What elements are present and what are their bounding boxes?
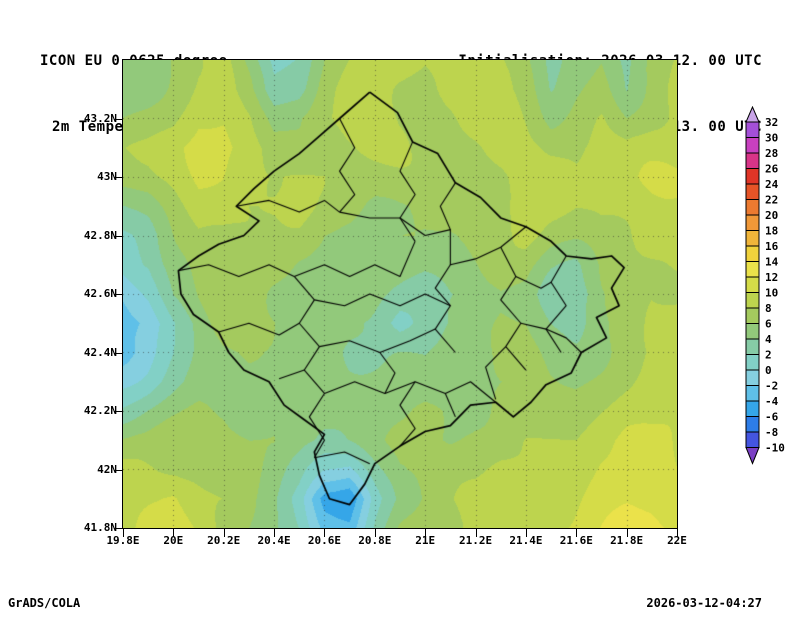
colorbar-level-label: 30 [765, 132, 778, 145]
lon-tick-mark [525, 529, 527, 537]
lon-tick-label: 20.4E [257, 534, 291, 547]
lat-tick-mark [114, 469, 122, 471]
lat-tick-mark [114, 294, 122, 295]
lon-tick-label: 22E [667, 534, 687, 547]
colorbar-level-label: 14 [765, 256, 779, 269]
colorbar-level-label: -6 [765, 411, 779, 424]
colorbar-level-label: 2 [765, 349, 772, 362]
lon-tick-label: 21E [415, 534, 436, 547]
lon-tick-mark [324, 529, 326, 537]
colorbar-level-label: 10 [765, 287, 778, 300]
temperature-field-canvas [123, 60, 677, 528]
lat-tick-label: 42N [97, 462, 117, 476]
colorbar-level-label: 26 [765, 163, 779, 176]
colorbar-level-label: -4 [765, 395, 779, 408]
lat-tick-label: 41.8N [83, 521, 117, 534]
colorbar-level-label: -10 [765, 442, 785, 455]
colorbar-level-label: 4 [765, 333, 772, 346]
colorbar-level-label: 16 [765, 240, 779, 253]
colorbar-level-label: 22 [765, 194, 778, 207]
lon-tick-mark [173, 529, 175, 537]
lon-tick-mark [677, 529, 678, 537]
colorbar-level-label: -8 [765, 426, 778, 439]
lon-tick-mark [626, 529, 628, 537]
lon-tick-label: 21.4E [509, 534, 543, 547]
lon-tick-mark [223, 529, 225, 537]
creation-timestamp: 2026-03-12-04:27 [646, 596, 762, 610]
lat-tick-label: 42.2N [83, 404, 117, 417]
colorbar-level-label: 6 [765, 318, 772, 331]
colorbar-level-label: 0 [765, 364, 772, 377]
lon-tick-label: 21.6E [559, 534, 593, 547]
lon-tick-mark [425, 529, 427, 537]
lon-tick-label: 21.2E [458, 534, 493, 547]
colorbar: -10 -8 -6 -4 -2 0 2 4 6 8 10 12 14 16 18 20 22 24 26 28 30 32 [744, 105, 796, 470]
colorbar-level-label: 24 [765, 178, 779, 191]
lat-tick-mark [114, 352, 122, 354]
lon-tick-mark [123, 529, 124, 537]
lon-tick-label: 20E [163, 534, 184, 547]
lon-tick-mark [576, 529, 578, 537]
lon-tick-label: 21.8E [610, 534, 644, 547]
colorbar-level-label: 8 [765, 302, 772, 315]
lon-tick-label: 19.8E [106, 534, 140, 547]
colorbar-level-label: 20 [765, 209, 778, 222]
lon-tick-mark [374, 529, 376, 537]
colorbar-level-label: 18 [765, 225, 778, 238]
lat-tick-mark [114, 235, 122, 237]
lat-tick-mark [114, 411, 122, 412]
lat-tick-label: 42.8N [83, 228, 117, 242]
lat-tick-label: 42.4N [83, 345, 117, 359]
lat-tick-mark [114, 528, 122, 529]
lon-tick-label: 20.2E [207, 534, 241, 547]
colorbar-level-label: 12 [765, 271, 778, 284]
lon-tick-label: 20.6E [307, 534, 342, 547]
grads-credit: GrADS/COLA [8, 596, 81, 610]
lon-tick-mark [475, 529, 477, 537]
colorbar-level-label: -2 [765, 380, 778, 393]
colorbar-level-label: 32 [765, 116, 778, 129]
colorbar-level-label: 28 [765, 147, 778, 160]
map-plot-frame [122, 59, 678, 529]
lon-tick-label: 20.8E [358, 534, 392, 547]
lon-tick-mark [274, 529, 276, 537]
lat-tick-label: 42.6N [83, 287, 117, 300]
